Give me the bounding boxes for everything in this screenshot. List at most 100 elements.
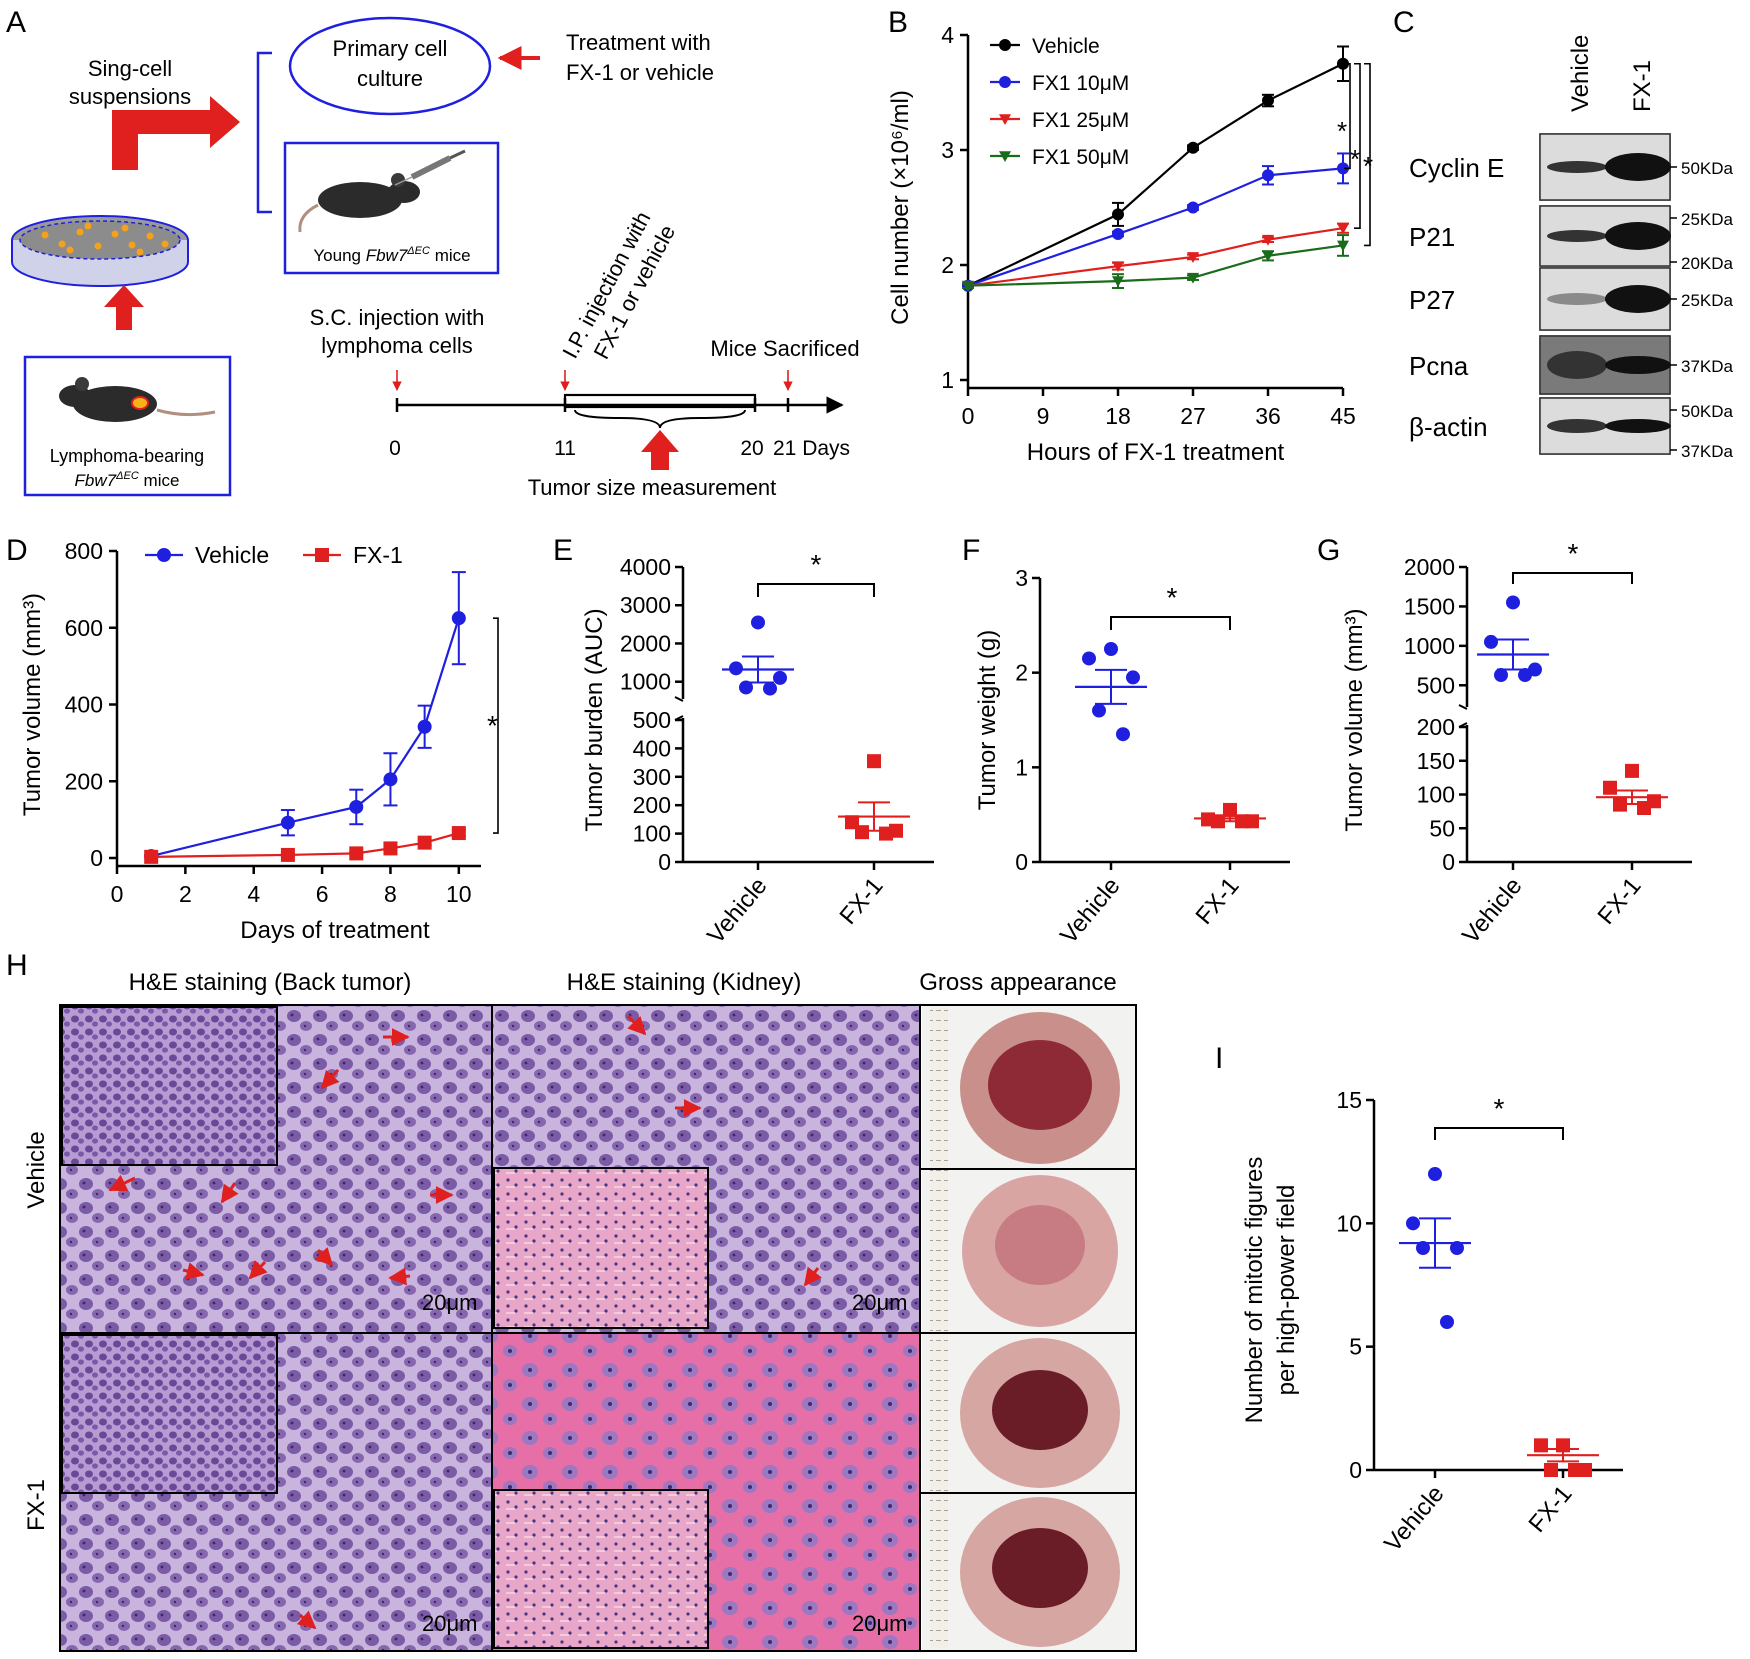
sing-cell-label: Sing-cell: [88, 56, 172, 81]
x-tick-label: 2: [179, 881, 192, 907]
axis-break-mark: [674, 715, 684, 721]
chart-b: 1 2 3 4 0 9 18 27 36 45 Hours of FX-1 treatment Cel…: [887, 22, 1373, 466]
y-tick-label: 2: [941, 252, 954, 278]
data-point: [1337, 162, 1349, 175]
h-col-header-kidney: H&E staining (Kidney): [567, 969, 802, 996]
data-point: [1544, 1463, 1558, 1477]
data-point: [417, 719, 432, 734]
data-point: [1534, 1438, 1548, 1453]
x-tick-label: Vehicle: [1457, 873, 1527, 950]
data-point: [1440, 1315, 1454, 1329]
x-tick-label: FX-1: [1592, 873, 1646, 930]
blot-marker-label: 37KDa: [1681, 442, 1734, 461]
significance-star: *: [1337, 116, 1347, 146]
blot-band: [1547, 230, 1607, 242]
h-col-header-gross: Gross appearance: [919, 969, 1116, 996]
data-point: [1187, 272, 1199, 284]
data-point: [1337, 223, 1349, 235]
y-tick-label: 200: [1417, 714, 1455, 740]
h-row-label-fx1: FX-1: [23, 1479, 50, 1531]
legend-label: FX1 10μM: [1032, 72, 1129, 95]
data-point: [1092, 703, 1106, 718]
data-point: [879, 826, 893, 841]
legend-marker: [315, 548, 329, 562]
timeline-tick-11: 11: [554, 437, 576, 460]
h-row-label-vehicle: Vehicle: [23, 1131, 50, 1208]
treatment-line2: FX-1 or vehicle: [566, 60, 714, 85]
blot-marker-label: 50KDa: [1681, 159, 1734, 178]
data-point: [1518, 668, 1532, 683]
y-tick-label: 1000: [1404, 633, 1455, 659]
mouse-icon: [298, 173, 420, 233]
panel-letter-g: G: [1317, 534, 1340, 567]
y-tick-label: 0: [658, 849, 671, 875]
data-point: [1116, 727, 1130, 742]
chart-f: 0 1 2 3 Vehicle FX-1 * Tumor weight (g): [974, 565, 1290, 949]
panel-letter-h: H: [6, 949, 28, 982]
y-tick-label: 1000: [620, 669, 671, 695]
gross-photos: [922, 1005, 1136, 1651]
data-point: [773, 670, 787, 685]
x-tick-label: 27: [1180, 403, 1206, 429]
data-point: [1603, 780, 1617, 795]
data-point: [144, 849, 159, 864]
legend-marker: [999, 39, 1011, 51]
y-axis-label: Tumor burden (AUC): [581, 608, 608, 831]
y-tick-label: 400: [633, 735, 671, 761]
y-tick-label: 100: [633, 821, 671, 847]
axis-break-mark: [1458, 722, 1468, 728]
y-tick-label: 1: [1015, 754, 1028, 780]
chart-g: 0 50 100 150 200 500 1000 1500 2000 Vehicle FX-1 * T…: [1341, 538, 1692, 949]
y-axis-label: Tumor volume (mm³): [19, 593, 46, 816]
significance-bracket: [493, 617, 499, 834]
significance-star: *: [487, 710, 498, 741]
data-point: [1223, 802, 1237, 817]
suspensions-label: suspensions: [69, 84, 191, 109]
data-point: [1625, 763, 1639, 778]
blot-band: [1605, 419, 1671, 433]
y-tick-label: 0: [1349, 1457, 1362, 1483]
blot-row-label: Cyclin E: [1409, 153, 1504, 183]
y-tick-label: 15: [1336, 1087, 1362, 1113]
y-tick-label: 1: [941, 367, 954, 393]
significance-star: *: [811, 549, 822, 580]
x-tick-label: 36: [1255, 403, 1281, 429]
blot-marker-label: 37KDa: [1681, 357, 1734, 376]
primary-cell-ellipse: [288, 16, 492, 116]
legend-label: FX1 50μM: [1032, 146, 1129, 169]
x-tick-label: Vehicle: [702, 873, 772, 950]
measurement-window: [563, 393, 757, 409]
series-line: [967, 167, 1344, 287]
data-point: [1112, 276, 1124, 288]
scale-bar-label: 20μm: [422, 1290, 477, 1315]
data-point: [280, 815, 295, 830]
data-point: [1484, 634, 1498, 649]
x-tick-label: 9: [1037, 403, 1050, 429]
primary-cell-label: Primary cell: [333, 36, 448, 61]
data-point: [1416, 1241, 1430, 1255]
data-point: [1112, 227, 1124, 240]
blot-marker-label: 50KDa: [1681, 402, 1734, 421]
y-tick-label: 3: [1015, 565, 1028, 591]
data-point: [1262, 94, 1274, 107]
x-tick-label: 10: [446, 881, 472, 907]
blot-band: [1605, 285, 1671, 313]
data-point: [1262, 251, 1274, 262]
data-point: [349, 799, 364, 814]
he-kidney-vehicle-inset: [493, 1167, 709, 1329]
data-point: [1337, 57, 1349, 70]
blot-marker-label: 20KDa: [1681, 254, 1734, 273]
x-tick-label: 0: [962, 403, 975, 429]
y-tick-label: 0: [1442, 849, 1455, 875]
scale-bar-label: 20μm: [852, 1290, 907, 1315]
x-axis-label: Hours of FX-1 treatment: [1027, 439, 1285, 466]
y-tick-label: 0: [90, 845, 103, 871]
significance-star: *: [1363, 151, 1373, 181]
blot-band: [1547, 351, 1607, 379]
significance-star: *: [1494, 1093, 1505, 1124]
y-axis-label: Number of mitotic figures: [1241, 1157, 1268, 1424]
axis-break: [679, 699, 687, 718]
data-point: [739, 680, 753, 695]
data-point: [1450, 1241, 1464, 1255]
y-tick-label: 3: [941, 137, 954, 163]
